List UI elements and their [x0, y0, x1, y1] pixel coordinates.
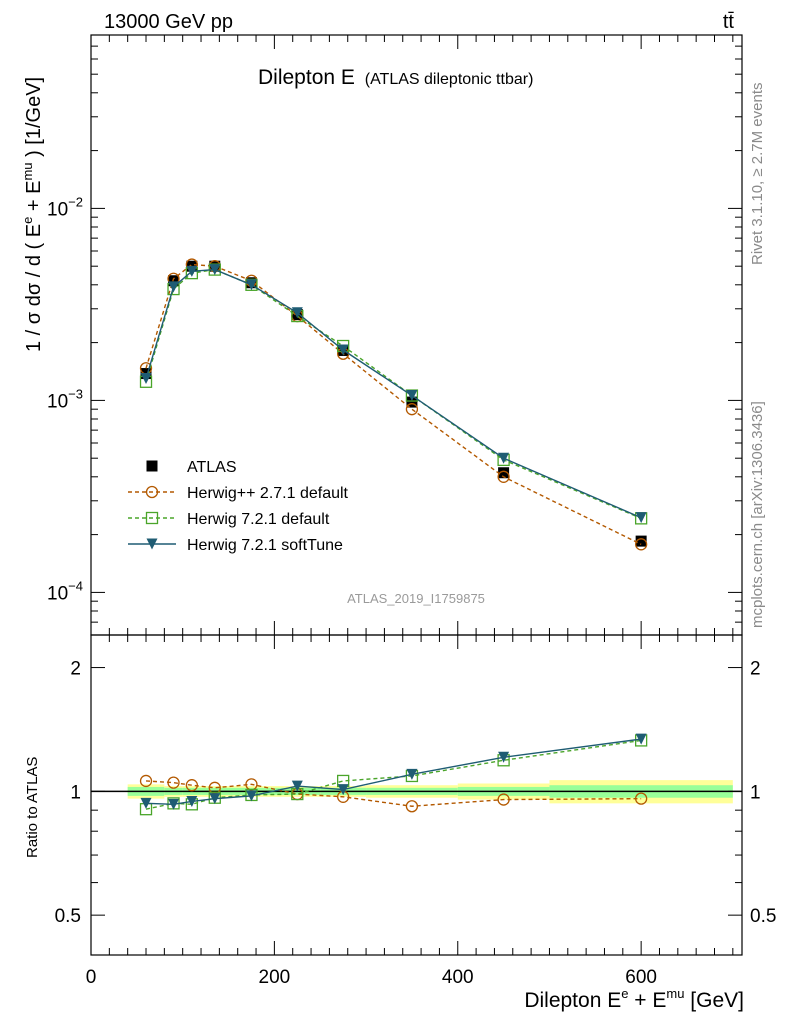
- main-point: [209, 264, 221, 276]
- ratio-y-tick-label-right: 1: [750, 782, 761, 803]
- main-point: [497, 470, 510, 483]
- ratio-point: [139, 774, 153, 788]
- main-point: [498, 452, 510, 464]
- ratio-uncertainty-bands: [91, 780, 742, 804]
- ratio-point: [497, 793, 510, 806]
- ratio-y-tick-label: 2: [70, 659, 81, 680]
- ratio-point: [140, 797, 152, 809]
- ratio-point: [167, 776, 180, 789]
- ratio-point: [406, 768, 418, 780]
- ratio-point: [405, 800, 419, 813]
- main-y-axis-label: 1 / σ dσ / d ( Ee + Emu ) [1/GeV]: [20, 77, 45, 352]
- legend-label: Herwig 7.2.1 default: [187, 511, 330, 528]
- legend-marker: [145, 485, 159, 499]
- ratio-point: [209, 793, 221, 805]
- ratio-series-line-1: [145, 739, 642, 810]
- ratio-point: [635, 733, 647, 745]
- legend-marker: [145, 511, 159, 525]
- mcplots-label: mcplots.cern.ch [arXiv:1306.3436]: [749, 401, 766, 628]
- ratio-point: [185, 779, 199, 792]
- main-point: [634, 538, 648, 551]
- ratio-y-tick-label: 0.5: [55, 906, 81, 927]
- legend-item: Herwig 7.2.1 softTune: [128, 537, 343, 554]
- main-y-tick-label: 10−2: [47, 194, 83, 220]
- main-point: [168, 281, 180, 293]
- main-point: [635, 512, 647, 524]
- legend: ATLAS Herwig++ 2.7.1 default Herwig 7.2.1 …: [128, 459, 349, 554]
- ratio-point: [291, 780, 303, 792]
- ratio-y-tick-label-right: 0.5: [750, 906, 776, 927]
- main-y-tick-label: 10−4: [47, 578, 83, 604]
- ratio-point: [245, 790, 257, 802]
- legend-label: Herwig++ 2.7.1 default: [187, 485, 349, 502]
- ratio-plot-frame: [90, 634, 743, 956]
- ratio-y-tick-label-right: 2: [750, 659, 761, 680]
- ratio-point: [498, 751, 510, 763]
- main-point: [405, 403, 419, 416]
- legend-label: Herwig 7.2.1 softTune: [187, 537, 343, 554]
- x-tick-label: 400: [442, 967, 474, 988]
- ratio-series-2: [140, 733, 647, 810]
- plot-title-main: Dilepton E: [258, 66, 355, 89]
- main-axis-ticks: 10−2 10−3 10−4: [47, 34, 742, 636]
- x-tick-label: 600: [625, 967, 657, 988]
- x-tick-label: 200: [259, 967, 291, 988]
- main-point: [635, 535, 647, 547]
- x-tick-label: 0: [86, 967, 97, 988]
- analysis-tag: ATLAS_2019_I1759875: [347, 591, 485, 606]
- process-label: tt̄: [723, 11, 735, 33]
- main-series-line-3: [145, 268, 642, 519]
- main-point: [406, 390, 418, 402]
- main-point: [140, 373, 152, 385]
- legend-label: ATLAS: [187, 459, 237, 476]
- main-series-line-1: [145, 263, 642, 545]
- ratio-y-tick-label: 1: [70, 782, 81, 803]
- main-series-3: [140, 264, 647, 524]
- main-series-line-2: [145, 268, 642, 520]
- main-point: [291, 307, 303, 319]
- ratio-series-group: [139, 733, 648, 816]
- legend-item: Herwig++ 2.7.1 default: [128, 485, 349, 502]
- plot-title: Dilepton E (ATLAS dileptonic ttbar): [258, 66, 533, 89]
- main-point: [498, 467, 510, 479]
- rivet-version-label: Rivet 3.1.10, ≥ 2.7M events: [749, 83, 766, 266]
- legend-item: ATLAS: [146, 459, 237, 476]
- ratio-point: [168, 798, 180, 810]
- ratio-y-axis-label: Ratio to ATLAS: [24, 757, 41, 858]
- main-point: [245, 279, 257, 291]
- main-point: [186, 265, 198, 277]
- main-point: [406, 396, 418, 408]
- ratio-point: [186, 795, 198, 807]
- ratio-series-line-2: [145, 738, 642, 806]
- main-y-tick-label: 10−3: [47, 386, 83, 412]
- legend-marker: [146, 460, 158, 472]
- ratio-point: [634, 792, 648, 805]
- plot-title-sub: (ATLAS dileptonic ttbar): [365, 71, 534, 88]
- ratio-series-line-0: [145, 780, 642, 807]
- main-series-1: [139, 258, 648, 551]
- legend-marker: [146, 538, 158, 550]
- collision-energy-label: 13000 GeV pp: [104, 11, 233, 33]
- ratio-point: [337, 784, 349, 796]
- legend-item: Herwig 7.2.1 default: [128, 511, 330, 528]
- main-series-group: [139, 258, 648, 551]
- main-point: [337, 344, 349, 356]
- ratio-axis-ticks: 0 200 400 600 2 2 1 1 0.5 0.5: [55, 635, 776, 988]
- main-series-0: [140, 260, 647, 547]
- ratio-series-0: [139, 774, 648, 813]
- x-axis-label: Dilepton Ee + Emu [GeV]: [524, 986, 744, 1012]
